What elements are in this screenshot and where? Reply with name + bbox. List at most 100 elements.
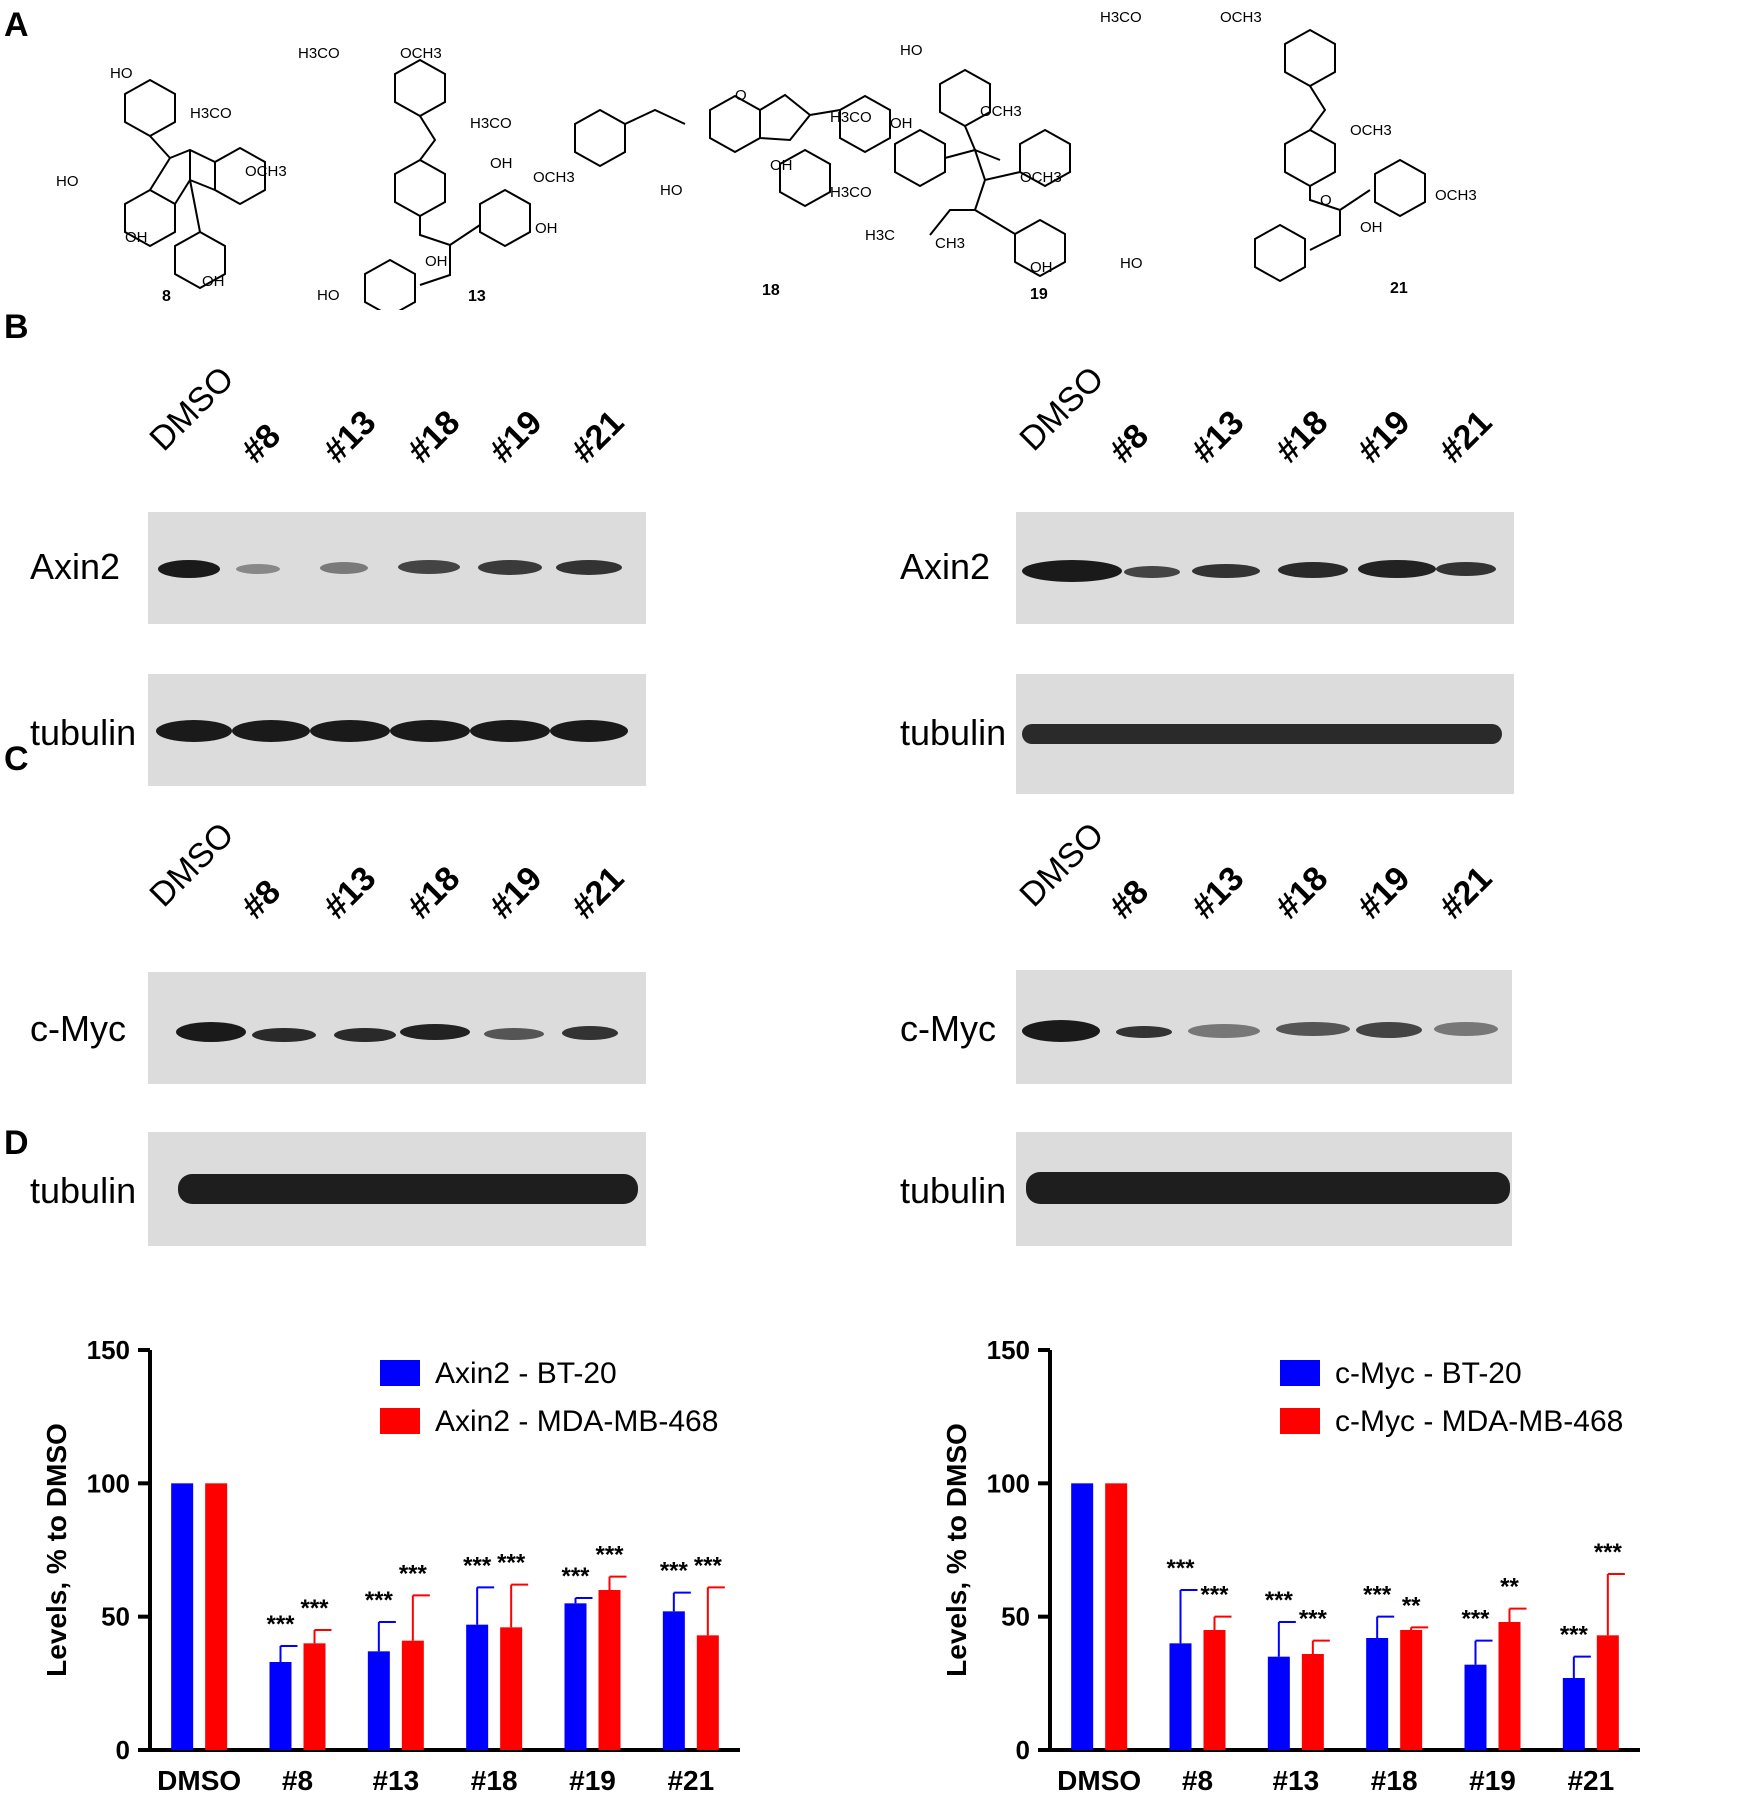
significance-label: ***: [694, 1552, 723, 1579]
blot-label-tubulin: tubulin: [900, 1170, 1007, 1211]
significance-label: ***: [1560, 1622, 1589, 1649]
y-tick-label: 150: [87, 1335, 130, 1365]
svg-text:HO: HO: [900, 42, 923, 59]
blot-label-tubulin: tubulin: [30, 1170, 137, 1211]
x-tick-label: #18: [1371, 1765, 1418, 1796]
panel-label-a: A: [4, 6, 29, 44]
structure-19-label: 19: [1030, 286, 1048, 303]
bar: [1071, 1483, 1094, 1750]
blot-label-tubulin: tubulin: [900, 712, 1007, 753]
legend-label: c-Myc - BT-20: [1335, 1357, 1522, 1390]
significance-label: ***: [1299, 1606, 1328, 1633]
y-tick-label: 100: [87, 1468, 130, 1498]
panel-label-c: C: [4, 740, 29, 778]
x-tick-label: #19: [569, 1765, 616, 1796]
svg-text:OH: OH: [1030, 259, 1053, 276]
legend-label: c-Myc - MDA-MB-468: [1335, 1405, 1623, 1438]
lane-label-13: #13: [316, 859, 384, 927]
legend-swatch: [380, 1408, 420, 1434]
lane-label-8: #8: [1102, 872, 1157, 927]
significance-label: ***: [660, 1558, 689, 1585]
bar: [1301, 1654, 1324, 1750]
significance-label: ***: [1200, 1582, 1229, 1609]
bar: [367, 1651, 390, 1750]
y-tick-label: 0: [1016, 1735, 1030, 1765]
legend-swatch: [1280, 1360, 1320, 1386]
svg-text:OCH3: OCH3: [1020, 169, 1062, 186]
significance-label: ***: [561, 1563, 590, 1590]
x-tick-label: #8: [1182, 1765, 1213, 1796]
blot-tubulin-mdamb468: [1016, 674, 1514, 794]
lane-label-dmso: DMSO: [1012, 815, 1112, 915]
svg-text:OCH3: OCH3: [1435, 187, 1477, 204]
bar: [1498, 1622, 1521, 1750]
y-tick-label: 50: [101, 1602, 130, 1632]
y-tick-label: 150: [987, 1335, 1030, 1365]
lane-label-21: #21: [564, 859, 632, 927]
svg-text:OCH3: OCH3: [400, 45, 442, 62]
svg-text:HO: HO: [1120, 255, 1143, 272]
svg-text:H3CO: H3CO: [298, 45, 340, 62]
significance-label: ***: [365, 1587, 394, 1614]
structure-18-label: 18: [762, 282, 780, 299]
bar: [1464, 1664, 1487, 1750]
significance-label: ***: [1166, 1555, 1195, 1582]
svg-text:HO: HO: [110, 65, 133, 82]
legend-label: Axin2 - BT-20: [435, 1357, 617, 1390]
legend-swatch: [380, 1360, 420, 1386]
x-tick-label: #18: [471, 1765, 518, 1796]
significance-label: ***: [1461, 1606, 1490, 1633]
structure-13: [364, 58, 531, 310]
y-tick-label: 0: [116, 1735, 130, 1765]
svg-text:OCH3: OCH3: [1350, 122, 1392, 139]
svg-text:OCH3: OCH3: [245, 163, 287, 180]
lane-label-19: #19: [1350, 859, 1418, 927]
y-tick-label: 100: [987, 1468, 1030, 1498]
x-tick-label: DMSO: [1057, 1765, 1141, 1796]
panel-label-d: D: [4, 1124, 29, 1162]
bar: [401, 1640, 424, 1750]
structure-19: [894, 68, 1071, 278]
y-tick-label: 50: [1001, 1602, 1030, 1632]
x-tick-label: #21: [667, 1765, 714, 1796]
significance-label: ***: [1363, 1582, 1392, 1609]
x-tick-label: #21: [1567, 1765, 1614, 1796]
svg-text:H3CO: H3CO: [470, 115, 512, 132]
svg-text:OH: OH: [890, 115, 913, 132]
significance-label: ***: [1594, 1539, 1623, 1566]
x-tick-label: #8: [282, 1765, 313, 1796]
bar: [303, 1643, 326, 1750]
significance-label: ***: [266, 1611, 295, 1638]
lane-label-8: #8: [234, 872, 289, 927]
bar: [500, 1627, 523, 1750]
bar: [1400, 1630, 1423, 1750]
bar: [1366, 1638, 1389, 1750]
bar: [1596, 1635, 1619, 1750]
svg-text:HO: HO: [660, 182, 683, 199]
svg-text:OH: OH: [770, 157, 793, 174]
lane-label-dmso: DMSO: [142, 359, 242, 459]
lane-label-21: #21: [1432, 403, 1500, 471]
x-tick-label: DMSO: [157, 1765, 241, 1796]
structure-8: [124, 78, 266, 290]
x-tick-label: #19: [1469, 1765, 1516, 1796]
legend-label: Axin2 - MDA-MB-468: [435, 1405, 718, 1438]
svg-text:H3CO: H3CO: [830, 184, 872, 201]
blot-label-tubulin: tubulin: [30, 712, 137, 753]
svg-text:O: O: [735, 87, 747, 104]
lane-label-18: #18: [400, 859, 468, 927]
legend-swatch: [1280, 1408, 1320, 1434]
bar: [1169, 1643, 1192, 1750]
bar: [696, 1635, 719, 1750]
svg-text:HO: HO: [317, 287, 340, 304]
bar: [662, 1611, 685, 1750]
svg-text:OH: OH: [1360, 219, 1383, 236]
lane-label-8: #8: [234, 416, 289, 471]
bar: [269, 1662, 292, 1750]
bar: [1267, 1656, 1290, 1750]
significance-label: ***: [300, 1595, 329, 1622]
lane-label-19: #19: [482, 859, 550, 927]
significance-label: ***: [595, 1542, 624, 1569]
